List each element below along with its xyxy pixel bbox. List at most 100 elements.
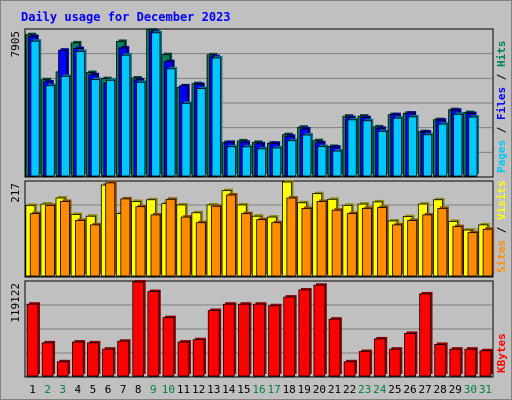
bar-kbytes-day-19 [298, 287, 312, 377]
x-tick-label: 9 [150, 383, 157, 396]
bar [147, 291, 160, 377]
bar [87, 342, 99, 377]
bar-pages-day-22 [347, 117, 359, 177]
bar [151, 32, 161, 177]
bar-kbytes-day-23 [358, 349, 373, 377]
bar-kbytes-day-1 [26, 302, 40, 377]
bar [373, 338, 386, 377]
bar [105, 79, 116, 177]
legend-files: Files [495, 87, 508, 120]
bar-pages-day-5 [90, 77, 102, 177]
bar-pages-day-12 [196, 86, 208, 177]
bar-pages-day-11 [181, 101, 193, 177]
x-tick-label: 31 [479, 383, 492, 396]
bar-kbytes-day-30 [464, 347, 478, 377]
x-tick-label: 7 [120, 383, 127, 396]
bar-pages-day-21 [332, 149, 344, 177]
bar-sites-day-2 [44, 203, 57, 277]
bar [434, 344, 446, 377]
bar [222, 303, 235, 377]
bar-kbytes-day-29 [449, 347, 463, 377]
bar-sites-day-27 [422, 212, 434, 277]
bar [479, 350, 492, 377]
bar-sites-day-14 [226, 192, 238, 277]
legend-hits: Hits [495, 41, 508, 68]
bar [377, 207, 387, 277]
bar-pages-day-6 [105, 78, 117, 177]
bar-pages-day-9 [151, 30, 162, 177]
bar-sites-day-4 [75, 218, 87, 277]
bar-kbytes-day-17 [268, 303, 282, 377]
bar-kbytes-day-21 [328, 317, 342, 377]
bar [302, 134, 312, 177]
bar-kbytes-day-14 [222, 302, 237, 377]
bar [377, 131, 387, 177]
x-tick-label: 5 [90, 383, 97, 396]
bar-sites-day-10 [165, 197, 178, 277]
bar-kbytes-day-20 [313, 283, 327, 377]
bar [301, 208, 312, 277]
bar-sites-day-9 [150, 212, 163, 277]
bar [482, 228, 493, 277]
bar-sites-day-6 [105, 180, 117, 277]
bar [238, 303, 250, 377]
x-tick-label: 20 [313, 383, 326, 396]
bar [60, 76, 70, 177]
bar [192, 339, 205, 377]
bar-sites-day-28 [437, 206, 449, 277]
bar [253, 303, 265, 377]
bar [449, 348, 462, 377]
bar [75, 220, 85, 277]
bar [195, 222, 206, 277]
bar [90, 224, 101, 277]
bar [56, 361, 69, 377]
x-tick-label: 10 [162, 383, 175, 396]
bar [72, 341, 84, 377]
bar-kbytes-day-24 [373, 336, 388, 377]
bar [286, 197, 297, 277]
bar [41, 342, 54, 377]
chart-title: Daily usage for December 2023 [21, 10, 231, 24]
bar-sites-day-23 [361, 206, 374, 277]
x-tick-label: 21 [328, 383, 341, 396]
bar [75, 51, 85, 177]
bar-pages-day-24 [377, 129, 389, 177]
bar [438, 123, 448, 177]
kbytes-ymax-label: 119122 [9, 283, 22, 323]
bar [105, 182, 116, 277]
bar-pages-day-13 [211, 55, 223, 177]
bar-kbytes-day-11 [177, 340, 191, 377]
bar [165, 198, 176, 277]
bar-kbytes-day-13 [207, 308, 222, 377]
bar [407, 116, 418, 177]
bar-sites-day-16 [256, 217, 268, 277]
x-tick-label: 11 [177, 383, 190, 396]
bar [256, 219, 267, 277]
bar-kbytes-day-7 [117, 339, 131, 377]
bar [423, 134, 433, 177]
bar-sites-day-18 [286, 196, 298, 277]
bar [196, 88, 206, 177]
bar [283, 296, 296, 377]
bar [226, 194, 236, 277]
bar-sites-day-8 [135, 204, 147, 277]
bar [271, 222, 282, 277]
bar-pages-day-23 [362, 118, 374, 177]
bar-sites-day-7 [120, 196, 132, 277]
bar [226, 146, 236, 177]
bar-pages-day-8 [136, 80, 147, 177]
bar [30, 40, 40, 177]
bar [210, 205, 221, 277]
x-tick-label: 24 [373, 383, 387, 396]
x-tick-label: 17 [267, 383, 280, 396]
visits-sites-panel: 217 Sites / Visits [9, 180, 508, 278]
bar-sites-day-31 [482, 227, 495, 277]
bar-kbytes-day-31 [479, 348, 493, 377]
legend-visits: Visits [495, 180, 508, 220]
bar-pages-day-19 [302, 132, 313, 177]
x-tick-label: 25 [388, 383, 401, 396]
x-tick-label: 6 [105, 383, 112, 396]
bar-kbytes-day-18 [283, 295, 297, 377]
bar-kbytes-day-22 [343, 359, 358, 377]
